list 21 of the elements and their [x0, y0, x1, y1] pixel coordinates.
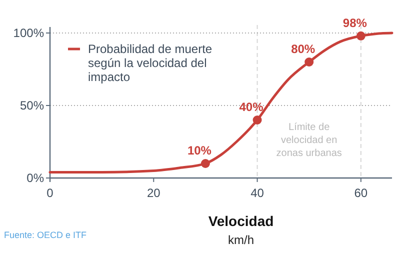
source-note: Fuente: OECD e ITF	[4, 230, 88, 240]
x-tick-label: 20	[146, 186, 161, 200]
point	[252, 116, 262, 124]
point	[200, 159, 210, 168]
data-label: 98%	[342, 16, 368, 30]
line-series	[48, 32, 394, 174]
annotation: Límite de velocidad en zonas urbanas	[276, 122, 342, 159]
x-tick-label: 60	[354, 186, 368, 200]
data-label: 80%	[291, 42, 316, 56]
point	[304, 58, 314, 66]
x-tick-label: 40	[250, 186, 264, 200]
y-tick-label: 50%	[20, 98, 44, 112]
x-tick-label: 0	[46, 186, 54, 200]
text: km/h	[228, 233, 254, 247]
y-tick-label: 0%	[26, 171, 44, 185]
y-tick-label: 100%	[13, 26, 44, 40]
legend-label: Probabilidad de muerte según la velocidad del impacto	[88, 42, 212, 84]
x-axis-title: Velocidad	[208, 213, 274, 229]
data-label: 10%	[187, 144, 212, 158]
data-label: 40%	[239, 100, 264, 114]
point	[356, 31, 366, 40]
